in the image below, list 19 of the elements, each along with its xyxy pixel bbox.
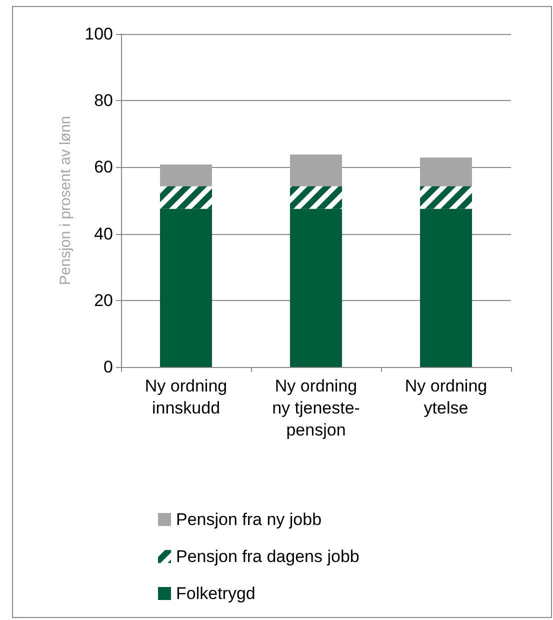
x-tick-label: Ny ordning ytelse xyxy=(404,376,488,418)
bar xyxy=(160,164,212,186)
y-tick-label: 60 xyxy=(94,158,113,177)
legend-label: Pensjon fra dagens jobb xyxy=(176,547,360,566)
y-tick-label: 80 xyxy=(94,91,113,110)
legend-label: Folketrygd xyxy=(176,584,256,603)
y-tick-label: 20 xyxy=(94,290,113,310)
bar xyxy=(420,208,472,367)
bar xyxy=(420,158,472,186)
bar xyxy=(290,154,342,186)
bar xyxy=(160,208,212,367)
y-tick-label: 100 xyxy=(84,24,113,44)
x-tick-label: Ny ordning innskudd xyxy=(144,376,228,418)
bar xyxy=(290,208,342,367)
x-tick-label: Ny ordning ny tjeneste- pensjon xyxy=(272,376,360,440)
y-axis-title: Pensjon i prosent av lønn xyxy=(57,116,74,286)
legend-label: Pensjon fra ny jobb xyxy=(176,510,322,529)
y-tick-label: 0 xyxy=(104,358,113,376)
y-tick-label: 40 xyxy=(94,224,113,244)
